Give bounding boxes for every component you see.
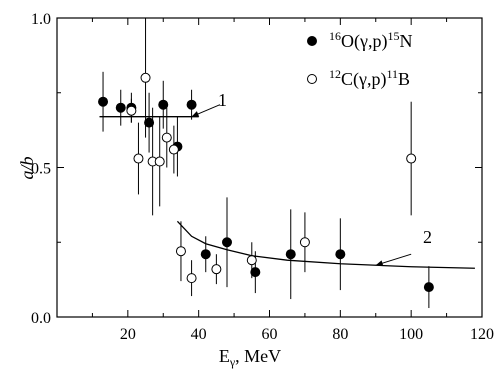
data-points <box>98 18 434 309</box>
filled-data-point <box>222 237 232 248</box>
fit-lines: 12 <box>99 90 475 269</box>
legend-pre-sup: 12 <box>329 67 341 81</box>
legend-post-sup: 11 <box>386 67 398 81</box>
x-tick-label: 80 <box>332 326 348 343</box>
open-data-point <box>299 237 310 248</box>
filled-data-point <box>98 96 109 107</box>
open-data-point <box>186 273 197 284</box>
x-tick-label: 100 <box>399 326 423 343</box>
legend-pre-sup: 16 <box>329 29 341 43</box>
legend: 16O(γ,p)15N 12C(γ,p)11B <box>307 29 412 90</box>
x-axis-symbol: E <box>219 346 230 366</box>
legend-base: O(γ,p) <box>341 31 387 52</box>
open-data-point <box>154 156 165 167</box>
legend-tail: N <box>399 31 412 51</box>
fit-arrowhead-2 <box>375 260 384 267</box>
legend-label-1: 16O(γ,p)15N <box>329 29 412 52</box>
y-tick-label: 1.0 <box>31 11 51 28</box>
open-data-point <box>140 72 151 83</box>
filled-data-point <box>423 282 434 293</box>
open-data-point <box>211 264 222 275</box>
tick-labels: 20 40 60 80 100 120 0.0 0.5 1.0 <box>31 11 494 343</box>
fit-arrowhead-1 <box>191 111 200 117</box>
open-data-point <box>126 105 137 116</box>
x-tick-label: 20 <box>120 326 136 343</box>
x-tick-label: 120 <box>470 326 494 343</box>
y-axis-title: a/b <box>17 156 37 179</box>
filled-data-point <box>115 102 126 113</box>
filled-data-point <box>250 267 261 278</box>
open-data-point <box>246 255 257 266</box>
legend-post-sup: 15 <box>387 29 399 43</box>
open-data-point <box>133 153 144 164</box>
x-axis-unit: , MeV <box>235 346 281 366</box>
legend-tail: B <box>398 69 410 89</box>
axis-ticks <box>57 17 483 318</box>
x-tick-label: 40 <box>191 326 207 343</box>
fit-label-1: 1 <box>218 90 227 110</box>
open-data-point <box>168 144 179 155</box>
x-axis-title: Eγ, MeV <box>219 346 281 369</box>
y-tick-label: 0.5 <box>31 161 51 178</box>
filled-data-point <box>200 249 211 260</box>
filled-data-point <box>285 249 296 260</box>
x-axis-subscript: γ <box>229 355 236 369</box>
open-data-point <box>161 132 172 143</box>
filled-data-point <box>144 117 155 128</box>
legend-marker-1 <box>307 36 317 46</box>
legend-label-2: 12C(γ,p)11B <box>329 67 410 90</box>
filled-data-point <box>186 99 197 110</box>
filled-data-point <box>158 99 169 110</box>
open-data-point <box>175 246 186 257</box>
legend-base: C(γ,p) <box>341 69 386 90</box>
fit-label-2: 2 <box>423 227 432 247</box>
plot-frame <box>56 17 483 318</box>
x-tick-label: 60 <box>262 326 278 343</box>
open-data-point <box>406 153 417 164</box>
legend-marker-2 <box>307 74 317 84</box>
y-tick-label: 0.0 <box>31 310 51 327</box>
filled-data-point <box>335 249 346 260</box>
